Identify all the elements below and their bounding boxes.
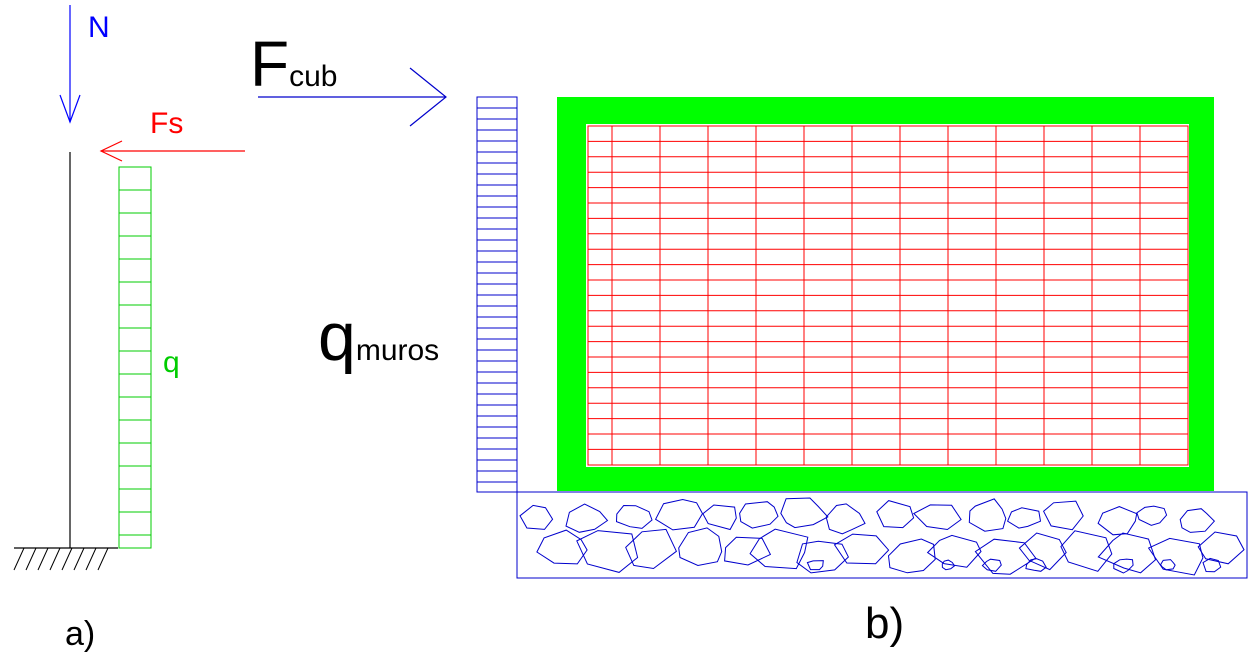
- surface-force-arrow: [99, 140, 245, 162]
- distributed-load-label: q: [163, 346, 180, 379]
- frame: [557, 97, 1214, 491]
- fixed-support: [13, 547, 118, 571]
- surface-force-label: Fs: [150, 107, 183, 140]
- axial-force-arrow: [59, 5, 81, 124]
- wall-load-label: qmuros: [318, 299, 439, 375]
- distributed-load-hatch: [118, 166, 152, 549]
- brick-infill: [587, 125, 1189, 466]
- panel-b: Fcub qmuros b): [250, 28, 1248, 648]
- axial-force-label: N: [88, 11, 110, 44]
- roof-force-arrow: [258, 67, 447, 127]
- wall-load-hatch: [476, 96, 518, 493]
- panel-a: N Fs q a): [13, 5, 245, 653]
- foundation: [516, 491, 1248, 579]
- panel-a-caption: a): [65, 615, 95, 653]
- roof-force-label: Fcub: [250, 28, 337, 100]
- panel-b-caption: b): [865, 599, 904, 648]
